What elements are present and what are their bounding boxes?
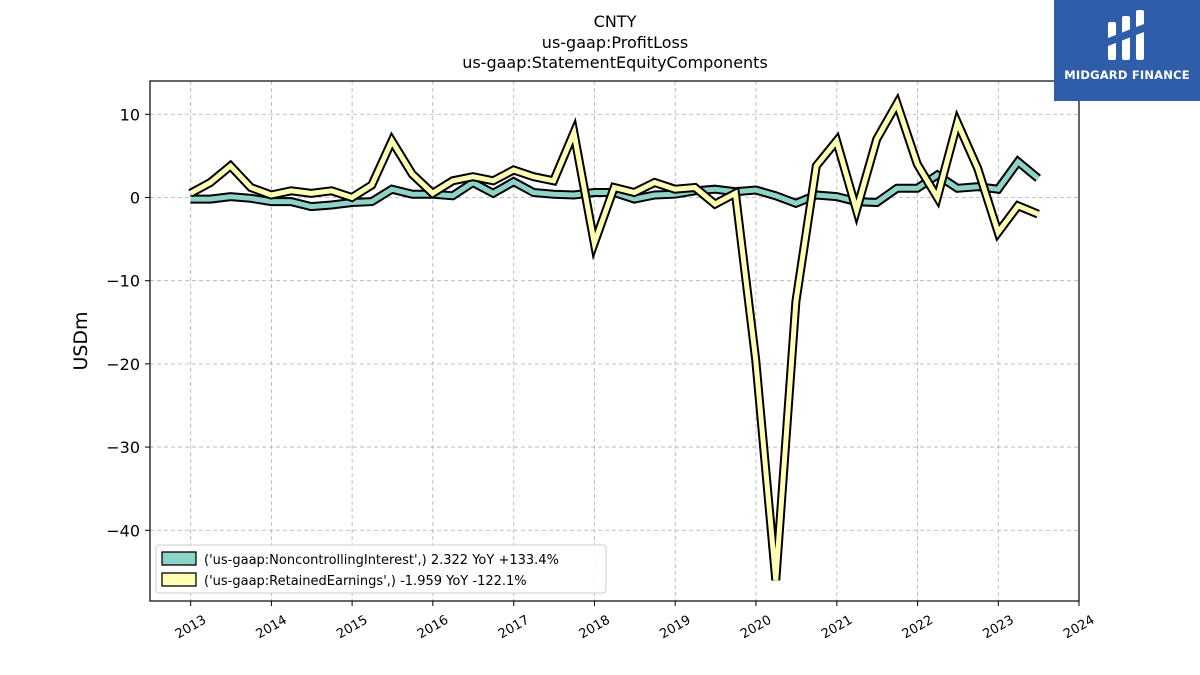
x-tick-label: 2024 <box>1061 613 1097 643</box>
y-tick-label: −10 <box>106 272 140 291</box>
x-tick-label: 2015 <box>334 613 370 643</box>
legend-swatch-noncontrolling-interest <box>161 551 197 566</box>
midgard-finance-logo: MIDGARD FINANCE <box>1054 0 1200 101</box>
chart-title: CNTY us-gaap:ProfitLoss us-gaap:Statemen… <box>462 12 768 72</box>
y-tick-label: 0 <box>130 188 140 207</box>
y-tick-label: −20 <box>106 355 140 374</box>
x-tick-label: 2017 <box>496 613 532 643</box>
title-line-1: CNTY <box>594 12 637 31</box>
x-tick-label: 2021 <box>819 613 855 643</box>
x-tick-label: 2020 <box>738 613 774 643</box>
title-line-2: us-gaap:ProfitLoss <box>542 33 688 52</box>
legend-label-retained-earnings: ('us-gaap:RetainedEarnings',) -1.959 YoY… <box>204 574 527 589</box>
x-tick-label: 2022 <box>900 613 936 643</box>
legend-box <box>155 544 607 594</box>
logo-text: MIDGARD FINANCE <box>1064 68 1190 82</box>
y-tick-label: 10 <box>120 105 140 124</box>
x-tick-label: 2013 <box>173 613 209 643</box>
x-tick-label: 2014 <box>254 613 290 643</box>
x-tick-label: 2019 <box>657 613 693 643</box>
legend: ('us-gaap:NoncontrollingInterest',) 2.32… <box>155 544 607 594</box>
grid <box>150 81 1080 601</box>
plot-frame <box>149 80 1080 602</box>
y-tick-label: −30 <box>106 438 140 457</box>
x-tick-label: 2023 <box>980 613 1016 643</box>
logo-mark-icon <box>1108 10 1144 60</box>
y-tick-label: −40 <box>106 521 140 540</box>
legend-swatch-retained-earnings <box>161 572 197 587</box>
series-line-retained-earnings <box>189 97 1040 581</box>
x-tick-label: 2016 <box>415 613 451 643</box>
title-line-3: us-gaap:StatementEquityComponents <box>462 53 768 72</box>
x-tick-label: 2018 <box>577 613 613 643</box>
series-outline-retained-earnings <box>188 92 1040 581</box>
series-layer <box>188 92 1041 581</box>
legend-label-noncontrolling-interest: ('us-gaap:NoncontrollingInterest',) 2.32… <box>204 553 559 568</box>
y-axis-title: USDm <box>70 311 92 370</box>
